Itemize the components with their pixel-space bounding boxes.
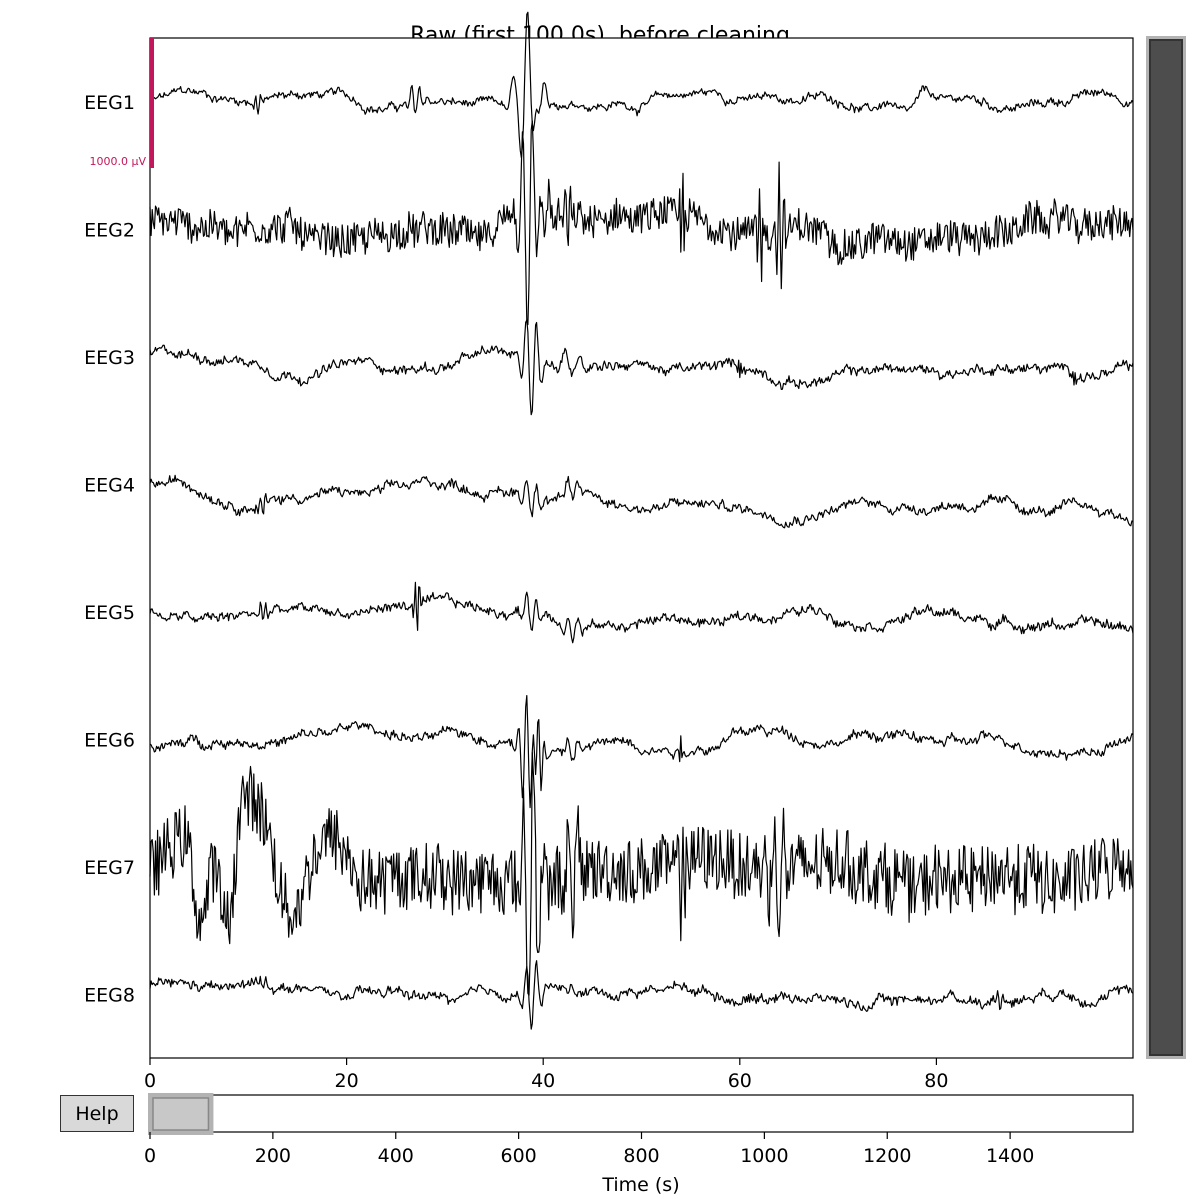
scale-bar-label: 1000.0 µV <box>89 155 146 168</box>
plot-frame <box>149 37 1134 1059</box>
help-button[interactable]: Help <box>60 1095 134 1132</box>
trace-eeg3 <box>149 319 1134 416</box>
overview-x-ticks: 0 200 400 600 800 1000 1200 1400 <box>144 1132 1034 1167</box>
time-overview-bar[interactable]: 0 200 400 600 800 1000 1200 1400 Time (s) <box>144 1093 1134 1196</box>
overview-tick-label: 1200 <box>863 1145 911 1167</box>
trace-eeg4 <box>149 474 1134 529</box>
channel-labels: EEG1 EEG2 EEG3 EEG4 EEG5 EEG6 EEG7 EEG8 <box>84 92 135 1007</box>
overview-selection-window[interactable] <box>152 1097 210 1131</box>
channel-label-eeg8: EEG8 <box>84 984 135 1006</box>
trace-eeg1 <box>149 11 1134 159</box>
scale-bar: 1000.0 µV <box>89 38 154 168</box>
overview-tick-label: 400 <box>378 1145 414 1167</box>
overview-tick-label: 1000 <box>740 1145 788 1167</box>
trace-eeg5 <box>149 581 1134 644</box>
trace-eeg7 <box>149 752 1134 997</box>
x-tick-label: 40 <box>531 1070 555 1092</box>
channel-label-eeg1: EEG1 <box>84 92 135 114</box>
overview-frame[interactable] <box>149 1094 1134 1133</box>
channel-label-eeg6: EEG6 <box>84 729 135 751</box>
channel-label-eeg4: EEG4 <box>84 474 135 496</box>
overview-tick-label: 1400 <box>986 1145 1034 1167</box>
channel-label-eeg2: EEG2 <box>84 219 135 241</box>
channel-label-eeg7: EEG7 <box>84 857 135 879</box>
overview-tick-label: 0 <box>144 1145 156 1167</box>
vertical-channel-scrollbar[interactable] <box>1146 36 1186 1059</box>
trace-eeg2 <box>149 120 1134 326</box>
x-tick-label: 0 <box>144 1070 156 1092</box>
x-tick-label: 20 <box>335 1070 359 1092</box>
overview-xlabel: Time (s) <box>601 1174 679 1196</box>
eeg-traces <box>149 11 1134 1030</box>
x-axis-ticks: 0 20 40 60 80 <box>144 1058 948 1092</box>
overview-tick-label: 200 <box>255 1145 291 1167</box>
channel-label-eeg3: EEG3 <box>84 347 135 369</box>
overview-tick-label: 600 <box>500 1145 536 1167</box>
overview-tick-label: 800 <box>623 1145 659 1167</box>
trace-eeg6 <box>149 694 1134 809</box>
scrollbar-thumb[interactable] <box>1149 39 1183 1056</box>
channel-label-eeg5: EEG5 <box>84 602 135 624</box>
main-plot: EEG1 EEG2 EEG3 EEG4 EEG5 EEG6 EEG7 EEG8 1000.0 … <box>84 11 1134 1092</box>
x-tick-label: 60 <box>728 1070 752 1092</box>
trace-eeg8 <box>149 960 1134 1030</box>
x-tick-label: 80 <box>924 1070 948 1092</box>
